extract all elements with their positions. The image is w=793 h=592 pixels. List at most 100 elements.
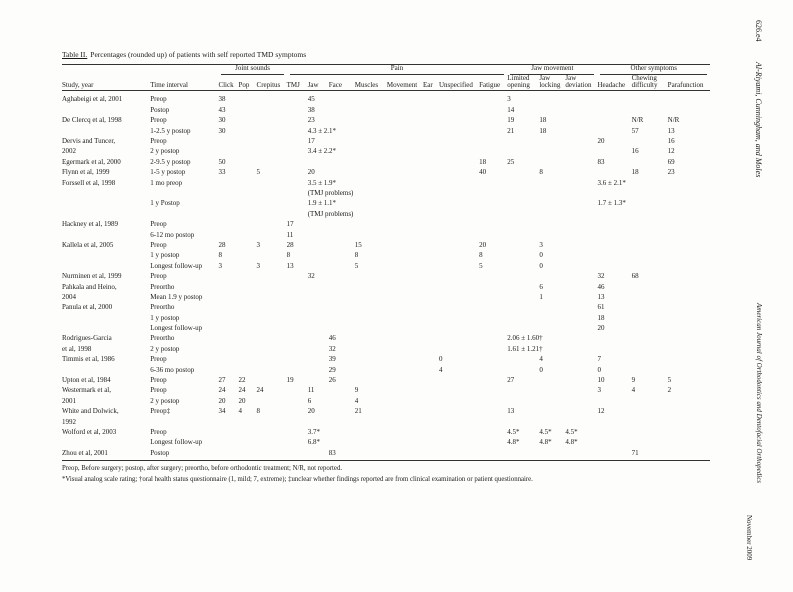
- value-cell: [218, 218, 238, 228]
- value-cell: [238, 416, 256, 426]
- value-cell: [479, 416, 507, 426]
- value-cell: [218, 301, 238, 311]
- value-cell: [479, 104, 507, 114]
- value-cell: [287, 447, 308, 461]
- value-cell: [257, 135, 287, 145]
- value-cell: [238, 447, 256, 461]
- value-cell: 4.8*: [507, 438, 520, 447]
- value-cell: [238, 250, 256, 260]
- value-cell: 46: [328, 334, 336, 343]
- value-cell: [423, 146, 439, 156]
- value-cell: [218, 416, 238, 426]
- time-interval-cell: Preop: [150, 240, 167, 249]
- time-interval-cell: 1 y postop: [150, 251, 180, 260]
- study-cell: et al, 1998: [62, 344, 92, 353]
- value-cell: [439, 426, 479, 436]
- value-cell: [238, 135, 256, 145]
- value-cell: [387, 364, 423, 374]
- column-group-label: Joint sounds: [221, 64, 284, 75]
- column-header-parafunction: Parafunction: [667, 74, 710, 91]
- value-cell: [238, 322, 256, 332]
- column-header-limited-opening: Limited opening: [507, 74, 540, 91]
- value-cell: [238, 177, 256, 187]
- value-cell: [257, 364, 287, 374]
- value-cell: [355, 187, 387, 197]
- value-cell: [668, 260, 710, 270]
- value-cell: [238, 270, 256, 280]
- value-cell: [439, 260, 479, 270]
- value-cell: [632, 208, 668, 218]
- value-cell: 4: [238, 407, 242, 416]
- value-cell: [218, 281, 238, 291]
- value-cell: [329, 104, 355, 114]
- value-cell: [668, 90, 710, 104]
- value-cell: [287, 156, 308, 166]
- value-cell: [479, 405, 507, 415]
- value-cell: [238, 437, 256, 447]
- value-cell: 11: [307, 386, 315, 395]
- value-cell: [218, 146, 238, 156]
- column-header-headache: Headache: [597, 74, 632, 91]
- value-cell: [287, 385, 308, 395]
- value-cell: [439, 229, 479, 239]
- value-cell: 23: [307, 116, 315, 125]
- value-cell: [308, 291, 329, 301]
- value-cell: [308, 218, 329, 228]
- value-cell: [632, 312, 668, 322]
- value-cell: 20: [218, 396, 226, 405]
- time-interval-cell: [150, 416, 218, 426]
- value-cell: [287, 125, 308, 135]
- value-cell: 3.4 ± 2.2*: [307, 147, 337, 156]
- value-cell: [632, 353, 668, 363]
- value-cell: 23: [667, 168, 675, 177]
- value-cell: [287, 90, 308, 104]
- value-cell: 83: [597, 157, 605, 166]
- value-cell: 5: [354, 261, 359, 270]
- value-cell: [355, 114, 387, 124]
- value-cell: [308, 229, 329, 239]
- value-cell: [539, 208, 565, 218]
- value-cell: [423, 198, 439, 208]
- column-group-pain: Pain: [287, 64, 508, 75]
- value-cell: 19: [286, 376, 294, 385]
- value-cell: [507, 229, 539, 239]
- value-cell: 6: [307, 396, 312, 405]
- study-cell: Egermark et al, 2000: [62, 157, 121, 166]
- value-cell: [257, 333, 287, 343]
- value-cell: [565, 374, 597, 384]
- value-cell: 71: [631, 448, 639, 457]
- value-cell: [632, 343, 668, 353]
- value-cell: [507, 146, 539, 156]
- column-group-label: Pain: [289, 64, 505, 75]
- value-cell: 3: [597, 386, 601, 395]
- value-cell: [479, 333, 507, 343]
- time-interval-cell: Preop: [150, 272, 167, 281]
- value-cell: [238, 156, 256, 166]
- value-cell: [423, 281, 439, 291]
- study-cell: Wolford et al, 2003: [62, 427, 117, 436]
- table-row: Longest follow-up 3 3 13 5 5 0: [62, 260, 710, 270]
- value-cell: 9: [354, 386, 359, 395]
- table-row: Aghabeigi et al, 2001 Preop 38 45 3: [62, 90, 710, 104]
- value-cell: [539, 312, 565, 322]
- column-header-chewing-difficulty: Chewing difficulty: [631, 74, 668, 91]
- value-cell: [287, 135, 308, 145]
- column-header-tmj: TMJ: [286, 74, 308, 91]
- value-cell: 0: [539, 365, 543, 374]
- value-cell: 24: [238, 386, 246, 395]
- value-cell: 24: [256, 386, 264, 395]
- value-cell: [329, 426, 355, 436]
- value-cell: [329, 239, 355, 249]
- value-cell: [565, 135, 597, 145]
- value-cell: [439, 146, 479, 156]
- time-interval-cell: 1-2.5 y postop: [150, 126, 191, 135]
- value-cell: [439, 416, 479, 426]
- column-header-face: Face: [328, 74, 355, 91]
- table-row: Longest follow-up 20: [62, 322, 710, 332]
- value-cell: [287, 166, 308, 176]
- value-cell: [565, 90, 597, 104]
- value-cell: [355, 437, 387, 447]
- value-cell: [423, 301, 439, 311]
- value-cell: [257, 187, 287, 197]
- value-cell: 8: [286, 251, 291, 260]
